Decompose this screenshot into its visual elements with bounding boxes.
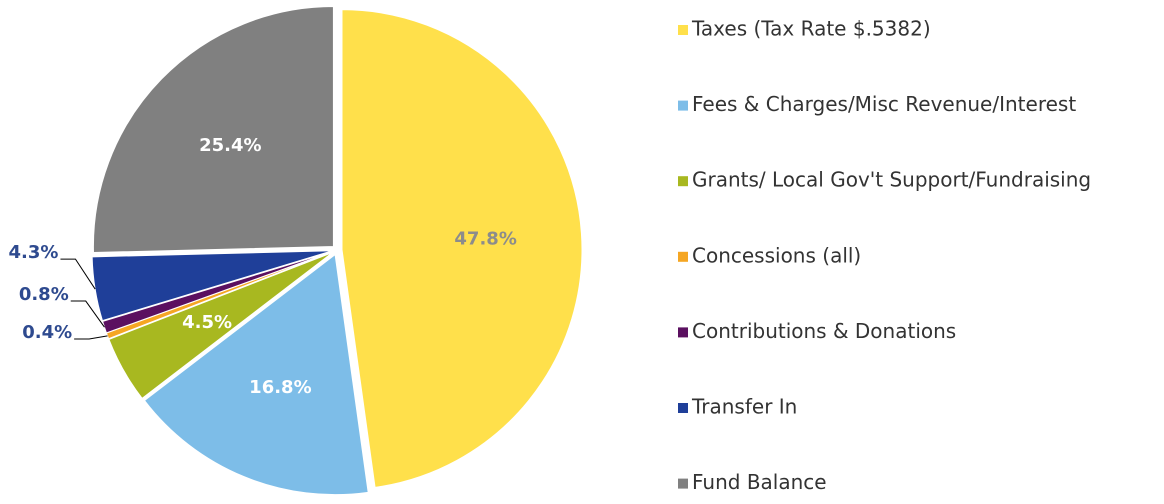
legend-swatch — [678, 176, 688, 187]
legend-swatch — [678, 100, 688, 111]
legend-swatch — [678, 327, 688, 338]
legend-swatch — [678, 478, 688, 489]
pie-slice — [92, 6, 334, 254]
data-label: 16.8% — [249, 377, 311, 398]
legend-label: Fund Balance — [692, 470, 827, 494]
leader-line — [70, 300, 105, 328]
legend-label: Fees & Charges/Misc Revenue/Interest — [692, 92, 1076, 116]
legend-label: Transfer In — [691, 395, 797, 419]
legend-label: Taxes (Tax Rate $.5382) — [691, 17, 931, 41]
legend-swatch — [678, 403, 688, 413]
data-label: 0.4% — [22, 322, 72, 343]
legend-label: Contributions & Donations — [692, 319, 956, 343]
data-label: 4.3% — [9, 242, 59, 263]
data-label: 0.8% — [19, 284, 69, 305]
legend-swatch — [678, 251, 688, 262]
leader-line — [74, 335, 108, 340]
data-label: 4.5% — [182, 312, 232, 333]
pie-slice — [108, 251, 333, 400]
pie-slice — [341, 9, 583, 488]
legend-swatch — [678, 25, 688, 35]
legend-label: Concessions (all) — [692, 243, 861, 267]
data-label: 47.8% — [454, 229, 516, 250]
legend-label: Grants/ Local Gov't Support/Fundraising — [692, 168, 1091, 192]
leader-line — [60, 258, 96, 290]
pie-slice — [102, 251, 333, 334]
data-label: 25.4% — [199, 135, 261, 156]
pie-slice — [143, 253, 369, 496]
